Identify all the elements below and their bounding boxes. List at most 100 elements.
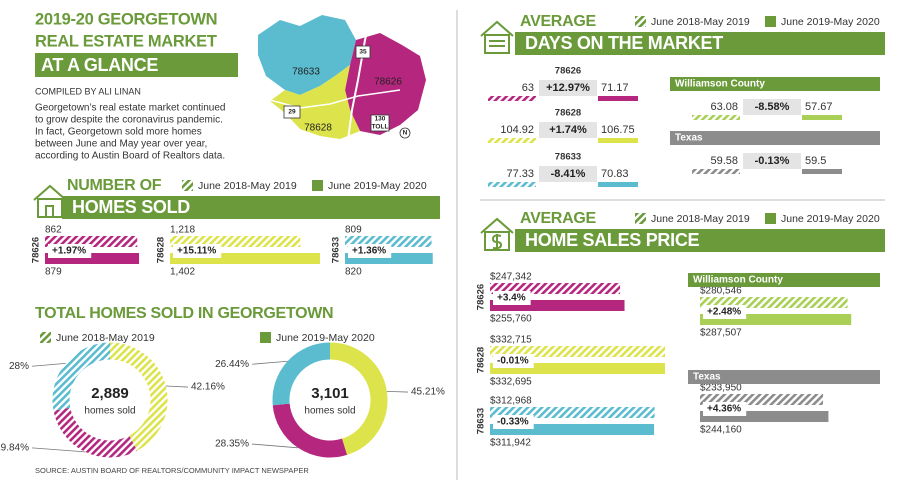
value-label: $287,507 (700, 328, 742, 339)
intro-line: according to Austin Board of Realtors da… (35, 151, 225, 162)
bar (490, 424, 655, 435)
title-line: 2019-20 GEORGETOWN (35, 10, 217, 28)
value-label: 63 (522, 82, 534, 94)
change-label: -0.33% (497, 417, 529, 428)
underline-bar (802, 115, 842, 120)
change-box (539, 122, 597, 138)
leader-line (251, 360, 288, 365)
underline-bar (692, 169, 740, 174)
change-label: +15.11% (177, 246, 216, 257)
map-sign-label: 29 (288, 109, 296, 116)
leader-line (31, 447, 86, 453)
value-label: $244,160 (700, 425, 742, 436)
legend-label: June 2018-May 2019 (198, 180, 297, 192)
value-label: 820 (345, 267, 362, 278)
bar (345, 253, 433, 264)
underline-bar (488, 138, 536, 143)
donut-slice (272, 342, 331, 406)
bar (700, 297, 848, 308)
legend-swatch (765, 213, 776, 224)
bar (700, 314, 852, 325)
map-road (347, 11, 373, 141)
value-label: $312,968 (490, 396, 532, 407)
change-label: -0.01% (497, 356, 529, 367)
category-label: 78626 (476, 284, 487, 310)
category-label: 78626 (555, 66, 581, 77)
section-title: HOMES SOLD (72, 197, 190, 217)
slice-label: 42.16% (191, 382, 225, 393)
category-label: 78633 (476, 408, 487, 434)
value-label: $332,695 (490, 377, 532, 388)
donut-slice (53, 407, 138, 458)
byline: COMPILED BY ALI LINAN (35, 86, 141, 96)
leader-line (386, 390, 409, 393)
change-box (493, 354, 534, 368)
legend-swatch (260, 332, 271, 343)
slice-label: 45.21% (411, 387, 445, 398)
value-label: 106.75 (601, 124, 635, 136)
change-label: +2.48% (707, 307, 741, 318)
bar (45, 253, 140, 264)
legend-label: June 2019-May 2020 (276, 332, 375, 344)
legend-swatch (40, 332, 51, 343)
value-label: $332,715 (490, 335, 532, 346)
change-box (743, 99, 801, 115)
title-line: REAL ESTATE MARKET (35, 32, 217, 50)
section-bar (62, 196, 440, 219)
map-sign (355, 45, 371, 59)
title-line: AT A GLANCE (41, 55, 158, 75)
change-box (539, 166, 597, 182)
legend-label: June 2018-May 2019 (56, 332, 155, 344)
change-label: +1.97% (52, 246, 86, 257)
map-region (258, 15, 356, 95)
change-box (703, 305, 747, 319)
value-label: 70.83 (601, 168, 629, 180)
legend-label: June 2019-May 2020 (781, 213, 880, 225)
bar (490, 283, 621, 294)
bar (490, 300, 625, 311)
underline-bar (488, 182, 536, 187)
category-bar (670, 77, 880, 91)
legend-swatch (635, 213, 646, 224)
map-sign-label: 130 (375, 116, 386, 123)
category-label: Williamson County (693, 275, 783, 286)
title-bar (35, 53, 238, 77)
center-text: homes sold (304, 406, 355, 417)
change-label: +1.74% (549, 124, 587, 136)
value-label: $247,342 (490, 272, 532, 283)
underline-bar (802, 169, 842, 174)
category-label: 78633 (331, 237, 342, 263)
value-label: $311,942 (490, 438, 531, 449)
category-label: Texas (693, 372, 721, 383)
slice-label: 28.35% (215, 439, 249, 450)
legend-label: June 2018-May 2019 (651, 213, 750, 225)
leader-line (31, 362, 66, 367)
map: 35 29 130 TOLL N 78633 78626 78628 (258, 11, 426, 141)
donut-slice (272, 403, 348, 458)
section-title: HOME SALES PRICE (525, 230, 700, 250)
value-label: 809 (345, 225, 362, 236)
category-label: Williamson County (675, 79, 765, 90)
section-title: DAYS ON THE MARKET (525, 33, 723, 53)
underline-bar (598, 182, 638, 187)
bar (45, 236, 138, 247)
value-label: $233,950 (700, 383, 742, 394)
intro-line: Georgetown’s real estate market continue… (35, 103, 225, 114)
source: SOURCE: AUSTIN BOARD OF REALTORS/COMMUNI… (35, 466, 309, 475)
underline-bar (598, 138, 638, 143)
bar (170, 253, 320, 264)
category-label: 78626 (31, 237, 42, 263)
change-box (493, 415, 534, 429)
change-label: +12.97% (546, 82, 590, 94)
category-bar (688, 370, 880, 384)
legend-label: June 2019-May 2020 (328, 180, 427, 192)
map-label: 78633 (292, 67, 320, 78)
section-kicker: NUMBER OF (67, 177, 162, 194)
value-label: 77.33 (506, 168, 534, 180)
category-label: 78628 (476, 347, 487, 373)
map-region (270, 65, 360, 139)
donut-slice (329, 342, 388, 455)
category-label: 78628 (555, 108, 581, 119)
legend-swatch (182, 180, 193, 191)
value-label: 63.08 (710, 101, 738, 113)
